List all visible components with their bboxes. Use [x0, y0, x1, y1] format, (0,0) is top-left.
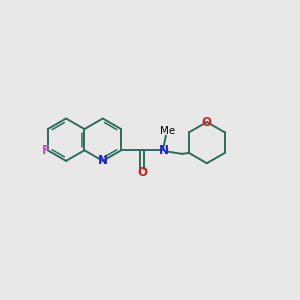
- Text: N: N: [159, 144, 169, 157]
- Text: Me: Me: [160, 126, 175, 136]
- Text: F: F: [42, 144, 50, 157]
- Text: N: N: [98, 154, 108, 167]
- Text: O: O: [137, 166, 147, 178]
- Text: O: O: [202, 116, 212, 128]
